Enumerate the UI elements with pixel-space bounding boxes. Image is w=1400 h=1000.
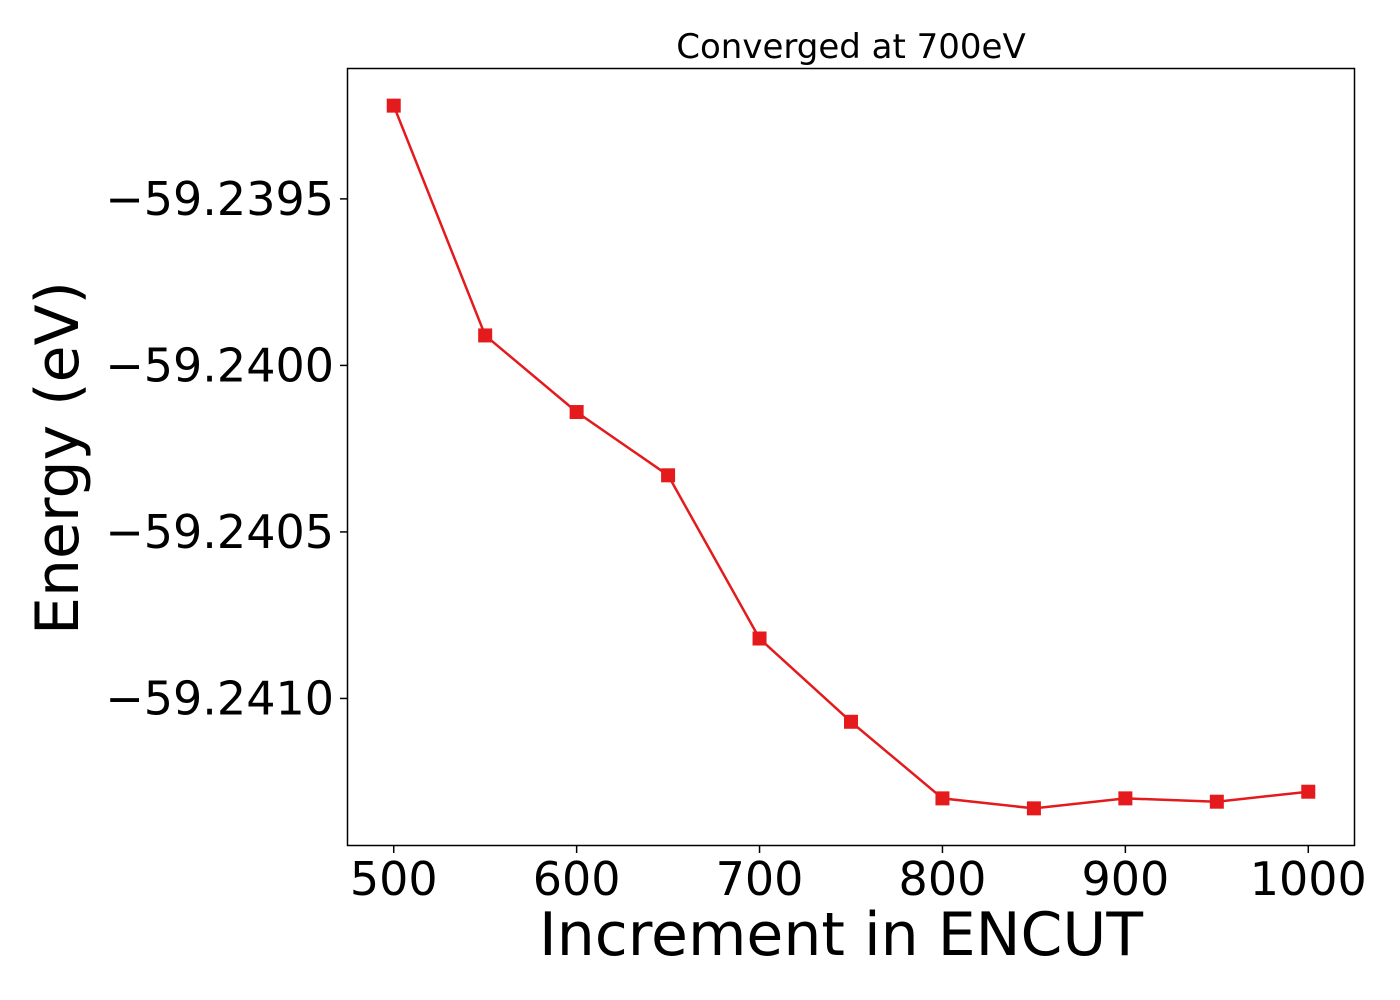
- y-tick-label: −59.2405: [105, 505, 334, 559]
- x-tick-label: 900: [1081, 852, 1169, 906]
- data-point-marker: [1026, 801, 1041, 816]
- plot-area-frame: [346, 67, 1356, 847]
- chart-title: Converged at 700eV: [676, 27, 1025, 67]
- x-tick-label: 700: [716, 852, 804, 906]
- x-tick-label: 600: [533, 852, 621, 906]
- data-point-marker: [386, 98, 401, 113]
- data-point-marker: [935, 791, 950, 806]
- x-axis-ticks: 500 600 700 800 900 1000: [350, 845, 1367, 906]
- data-point-marker: [752, 631, 767, 646]
- data-point-marker: [844, 714, 858, 729]
- data-point-marker: [1118, 791, 1133, 806]
- data-point-marker: [478, 328, 493, 343]
- x-tick-label: 800: [899, 852, 987, 906]
- data-point-marker: [1209, 794, 1224, 809]
- y-tick-label: −59.2400: [105, 338, 334, 392]
- x-tick-label: 500: [350, 852, 438, 906]
- x-axis-label: Increment in ENCUT: [539, 900, 1143, 970]
- series-layer: [386, 98, 1316, 816]
- y-tick-label: −59.2410: [105, 671, 334, 725]
- y-axis-label: Energy (eV): [23, 281, 93, 635]
- y-tick-label: −59.2395: [105, 172, 334, 226]
- data-point-marker: [569, 405, 584, 420]
- data-point-marker: [661, 468, 676, 483]
- y-axis-ticks: −59.2395 −59.2400 −59.2405 −59.2410: [105, 172, 348, 725]
- data-point-marker: [1301, 784, 1316, 799]
- x-tick-label: 1000: [1250, 852, 1367, 906]
